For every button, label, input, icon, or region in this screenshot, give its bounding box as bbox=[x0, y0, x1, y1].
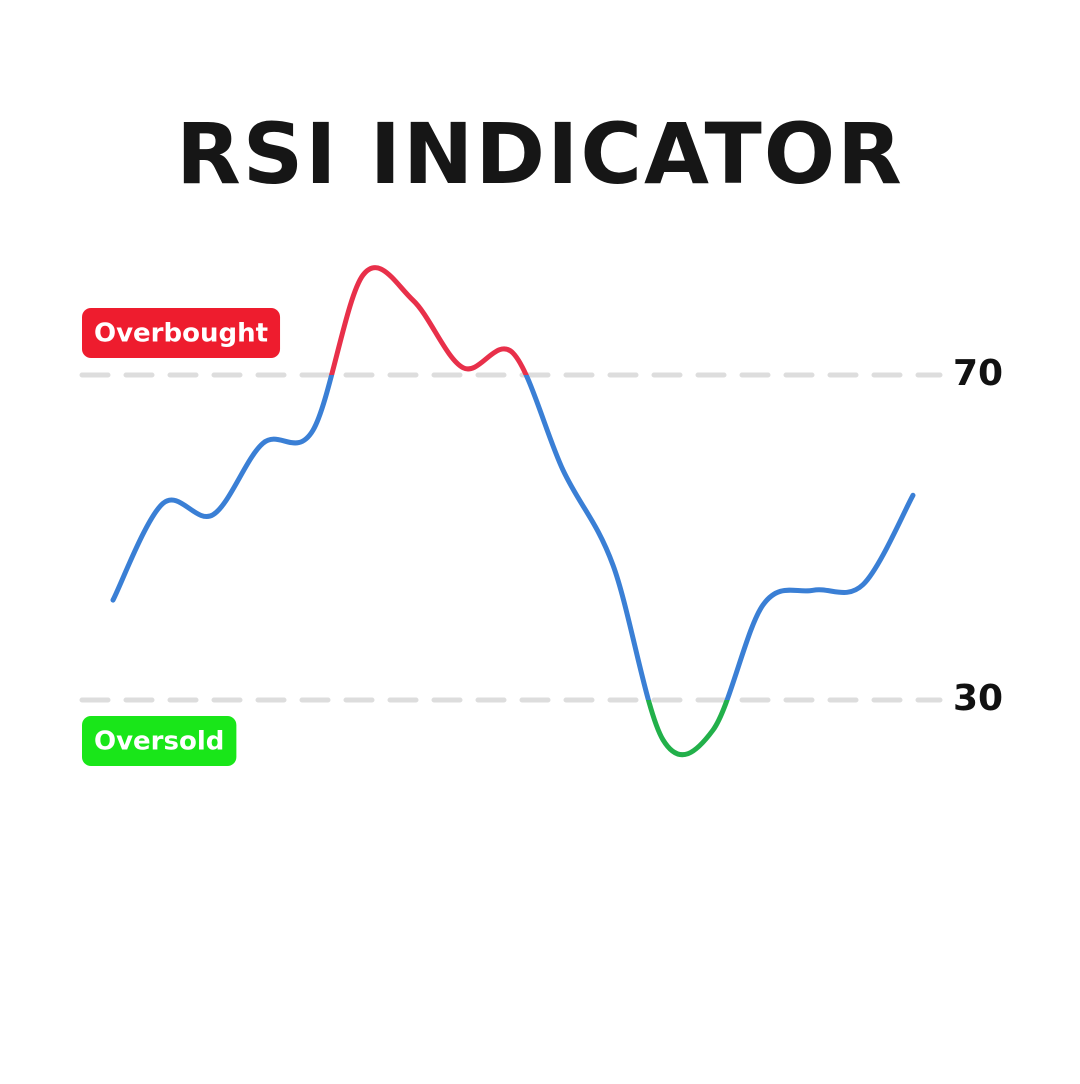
badge-label: Oversold bbox=[94, 727, 224, 757]
badge-label: Overbought bbox=[94, 319, 268, 349]
y-tick-label: 30 bbox=[953, 678, 1003, 719]
annotation-badge: Overbought bbox=[82, 308, 281, 358]
rsi-line bbox=[110, 265, 916, 758]
y-tick-label: 70 bbox=[953, 353, 1003, 394]
chart-title: RSI INDICATOR bbox=[176, 105, 904, 203]
annotation-badge: Oversold bbox=[82, 716, 237, 766]
badge-box bbox=[82, 716, 237, 766]
badge-box bbox=[82, 308, 281, 358]
